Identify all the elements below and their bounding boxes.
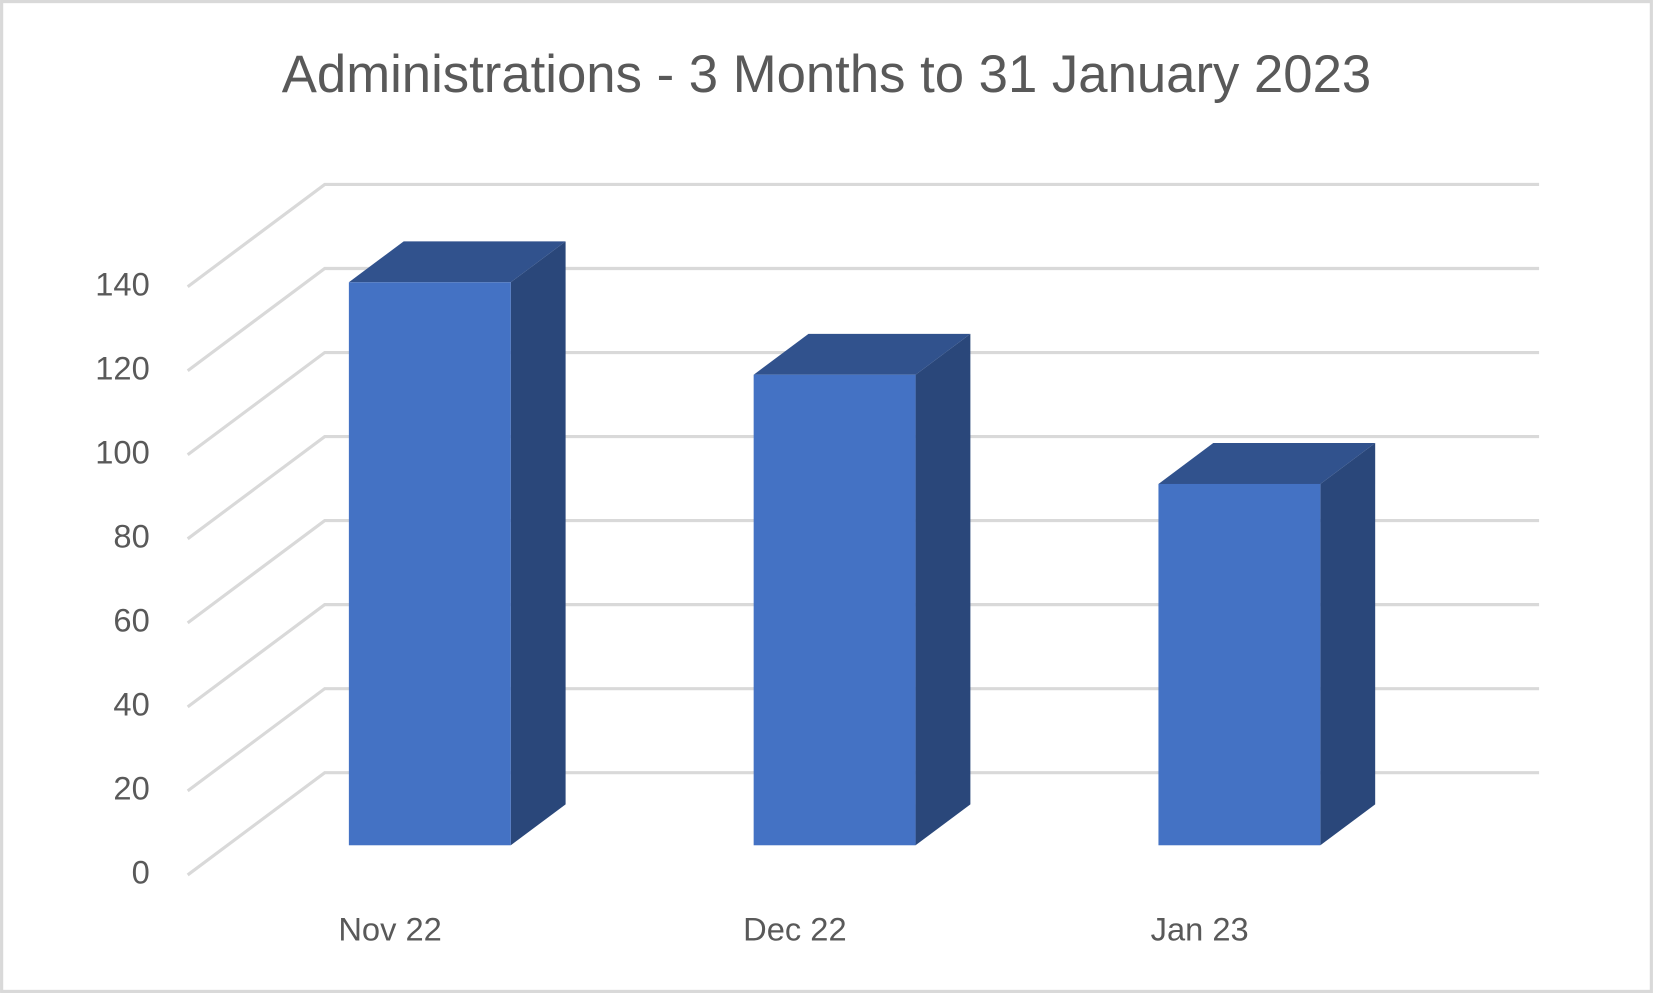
grid-line [186, 182, 1540, 288]
x-tick-label: Dec 22 [743, 910, 846, 947]
chart-title: Administrations - 3 Months to 31 January… [282, 45, 1371, 104]
grid-line [186, 603, 1540, 709]
x-tick-label: Nov 22 [338, 910, 441, 947]
bar [753, 374, 916, 846]
y-tick-label: 100 [95, 433, 149, 470]
grid-line [186, 771, 1540, 877]
bar [348, 282, 511, 846]
grid-line [186, 687, 1540, 793]
y-tick-label: 80 [113, 517, 149, 554]
y-tick-label: 120 [95, 349, 149, 386]
bar-top [753, 333, 971, 375]
x-tick-label: Jan 23 [1151, 910, 1249, 947]
bar-top [1158, 443, 1376, 484]
grid-line [186, 350, 1540, 457]
bar-side [915, 333, 971, 846]
y-tick-label: 60 [113, 601, 149, 638]
bar-side [1320, 443, 1376, 846]
y-tick-label: 40 [113, 686, 149, 723]
y-tick-label: 0 [132, 854, 150, 891]
bar-top [348, 241, 566, 283]
grid-line [186, 434, 1540, 541]
bar-side [510, 241, 566, 846]
grid-line [186, 266, 1540, 373]
bar [1158, 483, 1321, 846]
y-tick-label: 20 [113, 770, 149, 807]
grid-line [186, 519, 1540, 625]
y-tick-label: 140 [95, 265, 149, 302]
